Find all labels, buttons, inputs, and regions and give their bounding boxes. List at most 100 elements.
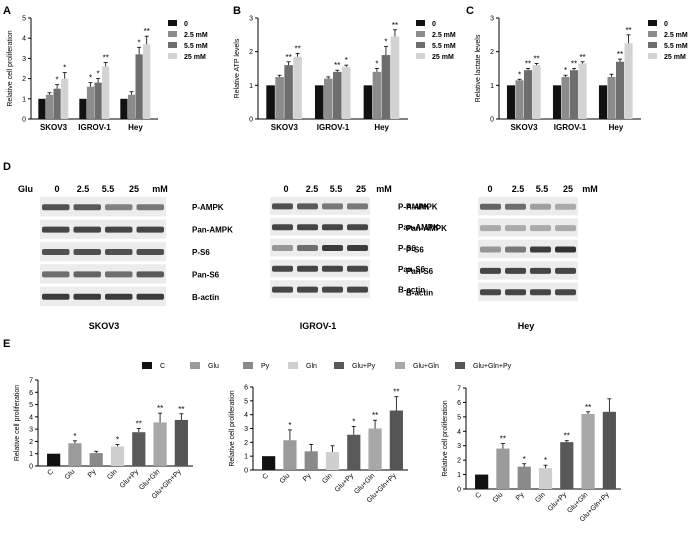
A-significance: ** <box>144 27 150 36</box>
E2-ytick-label: 4 <box>244 412 248 419</box>
blot-0-protein-label: Pan-AMPK <box>192 226 233 235</box>
B-significance: * <box>345 56 348 65</box>
A-legend-swatch <box>168 20 177 26</box>
E3-bar <box>538 468 553 489</box>
E2-significance: ** <box>393 388 399 397</box>
C-significance: ** <box>533 54 539 63</box>
A-legend-label: 5.5 mM <box>184 43 208 50</box>
blot-0-band <box>136 226 164 233</box>
blot-0-protein-label: P-AMPK <box>192 203 224 212</box>
blot-1-band <box>297 286 318 293</box>
blot-0-band <box>105 249 133 255</box>
blot-1-membrane <box>270 280 370 298</box>
E2-category-label: Py <box>302 472 313 483</box>
E2-ytick-label: 2 <box>244 440 248 447</box>
A-bar <box>45 94 54 119</box>
B-bar <box>342 66 351 119</box>
E1-bar <box>174 419 188 466</box>
e-legend-label: Glu+Gln+Py <box>473 363 512 370</box>
C-significance: ** <box>617 50 623 59</box>
E1-significance: * <box>116 436 119 445</box>
panel-label-d: D <box>3 161 11 173</box>
blot-1-membrane <box>270 217 370 236</box>
blot-2-membrane <box>478 239 578 259</box>
blot-2-unit: mM <box>582 184 598 194</box>
blot-1-band <box>272 245 293 251</box>
blot-0-band <box>136 204 164 211</box>
E1-ytick-label: 6 <box>29 390 33 397</box>
blot-2-lane-label: 5.5 <box>536 184 549 194</box>
E2-significance: ** <box>372 411 378 420</box>
blot-0-band <box>73 204 101 211</box>
B-bar <box>372 71 382 119</box>
blot-0-band <box>105 226 133 233</box>
E3-significance: * <box>544 456 547 465</box>
C-ytick-label: 2 <box>490 49 494 56</box>
A-bar <box>38 98 46 119</box>
blot-2-band <box>555 225 576 232</box>
blot-2-protein-label: P-S6 <box>406 246 424 255</box>
A-legend-label: 25 mM <box>184 54 206 61</box>
E2-ytick-label: 0 <box>244 468 248 475</box>
B-significance: ** <box>295 44 301 53</box>
B-legend-label: 5.5 mM <box>432 43 456 50</box>
B-legend-label: 0 <box>432 21 436 28</box>
E3-significance: ** <box>500 435 506 444</box>
E2-bar <box>325 452 340 470</box>
e-legend-label: Py <box>261 363 270 370</box>
C-significance: * <box>518 70 521 79</box>
blot-2-band <box>480 203 501 210</box>
B-legend-label: 25 mM <box>432 54 454 61</box>
blot-0-cell-line: SKOV3 <box>89 321 120 331</box>
blot-0-band <box>42 293 70 300</box>
A-legend-swatch <box>168 42 177 48</box>
E1-bar <box>132 432 146 466</box>
B-significance: * <box>384 38 387 47</box>
C-bar <box>607 76 616 119</box>
blot-0-band <box>105 204 133 211</box>
blot-0-band <box>105 293 133 300</box>
A-bar <box>120 98 128 119</box>
blot-2-membrane <box>478 218 578 237</box>
A-category-label: SKOV3 <box>40 123 68 132</box>
blot-0-lane-label: 25 <box>129 184 139 194</box>
blot-1-band <box>297 203 318 210</box>
E1-category-label: Py <box>87 468 98 479</box>
E2-bar <box>262 456 276 470</box>
E1-bar <box>153 422 167 466</box>
A-category-label: IGROV-1 <box>78 123 111 132</box>
B-legend-swatch <box>416 20 425 26</box>
blot-0-band <box>42 226 70 233</box>
blot-0-membrane <box>40 264 166 284</box>
C-legend-label: 0 <box>664 21 668 28</box>
blot-2-band <box>530 203 551 210</box>
e-legend-label: Glu+Gln <box>413 363 439 370</box>
blot-0-membrane <box>40 219 166 239</box>
C-ytick-label: 3 <box>490 16 494 23</box>
E3-category-label: Py <box>515 491 526 502</box>
E3-category-label: C <box>475 491 484 500</box>
E1-bar <box>47 453 61 466</box>
B-bar <box>293 56 302 119</box>
blot-1-unit: mM <box>376 184 392 194</box>
e-legend-swatch <box>334 362 344 369</box>
A-ytick-label: 1 <box>22 96 26 103</box>
C-bar <box>616 61 625 119</box>
A-bar <box>61 78 69 119</box>
C-significance: ** <box>571 60 577 69</box>
E3-ytick-label: 1 <box>457 472 461 479</box>
B-ytick-label: 0 <box>249 117 253 124</box>
panel-label-b: B <box>233 5 241 17</box>
e-legend-swatch <box>190 362 200 369</box>
E1-ytick-label: 4 <box>29 414 33 421</box>
E3-category-label: Gln <box>534 491 547 504</box>
E3-ytick-label: 2 <box>457 458 461 465</box>
blot-0-band <box>136 249 164 255</box>
E2-bar <box>304 451 318 470</box>
blot-2-band <box>505 203 526 210</box>
E3-bar <box>496 448 510 489</box>
blot-2-band <box>480 246 501 253</box>
blot-1-band <box>297 224 318 231</box>
E1-category-label: Gln <box>106 468 119 481</box>
E1-ytick-label: 1 <box>29 451 33 458</box>
